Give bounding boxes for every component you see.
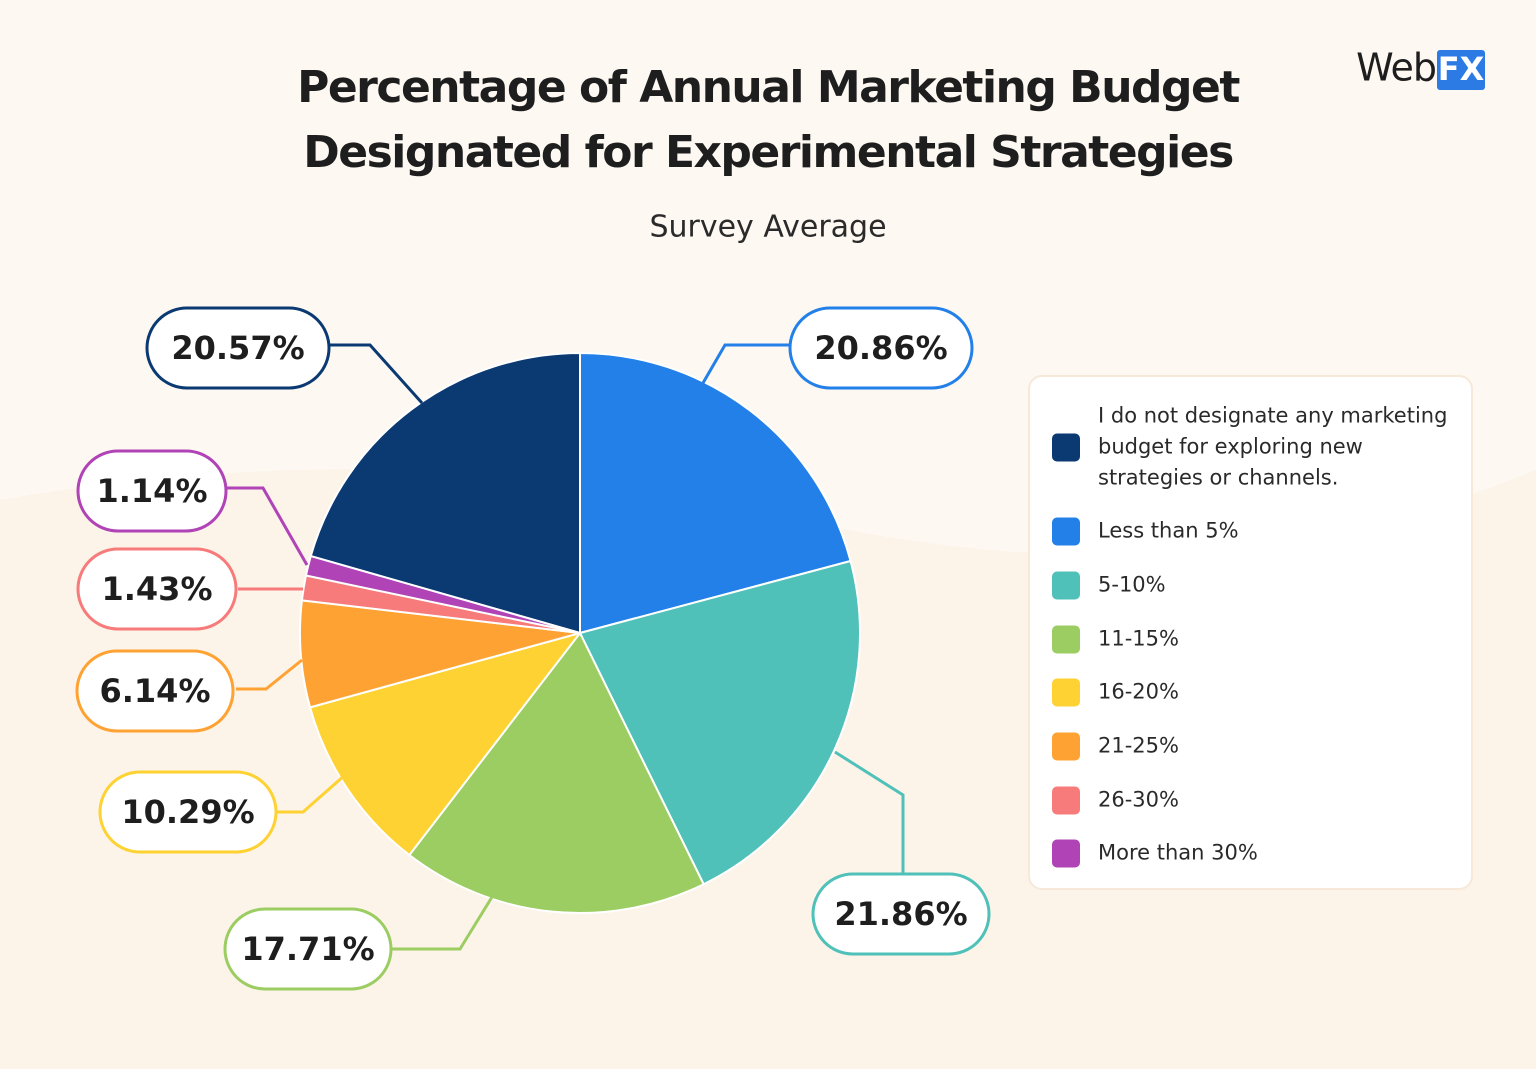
legend-swatch	[1052, 625, 1080, 653]
legend-label: I do not designate any marketing budget …	[1098, 403, 1448, 490]
legend-item: 16-20%	[1052, 677, 1452, 708]
legend-item: 26-30%	[1052, 785, 1452, 816]
data-label: 10.29%	[121, 793, 254, 831]
pie-slice	[304, 554, 581, 634]
legend-swatch	[1052, 678, 1080, 706]
legend-label: 21-25%	[1098, 733, 1179, 758]
chart-title: Percentage of Annual Marketing Budget	[297, 62, 1240, 113]
data-label: 17.71%	[241, 930, 374, 968]
legend-item: Less than 5%	[1052, 516, 1452, 547]
data-label: 20.57%	[171, 329, 304, 367]
legend-label: More than 30%	[1098, 840, 1258, 865]
legend-label: 16-20%	[1098, 679, 1179, 704]
label-box	[76, 449, 228, 533]
data-label: 20.86%	[814, 329, 947, 367]
legend-label: Less than 5%	[1098, 518, 1239, 543]
data-label: 1.43%	[101, 570, 212, 608]
legend-item: I do not designate any marketing budget …	[1052, 401, 1452, 494]
legend-swatch	[1052, 786, 1080, 814]
leader-line	[330, 343, 424, 405]
pie-slice	[578, 559, 861, 886]
legend-item: 11-15%	[1052, 624, 1452, 655]
pie-slice	[309, 351, 581, 635]
data-label: 21.86%	[834, 895, 967, 933]
pie-slice	[308, 631, 583, 857]
legend-label: 5-10%	[1098, 572, 1166, 597]
logo-text: FX	[1438, 50, 1485, 88]
data-label: 1.14%	[96, 472, 207, 510]
legend-swatch	[1052, 433, 1080, 461]
legend-swatch	[1052, 732, 1080, 760]
label-box	[788, 306, 974, 390]
legend-item: More than 30%	[1052, 838, 1452, 869]
label-box	[76, 547, 238, 631]
legend-swatch	[1052, 571, 1080, 599]
leader-line	[226, 486, 309, 566]
legend-item: 5-10%	[1052, 570, 1452, 601]
label-box	[145, 306, 331, 390]
legend-swatch	[1052, 839, 1080, 867]
legend: I do not designate any marketing budget …	[1028, 375, 1473, 890]
leader-line	[834, 750, 905, 873]
logo-text: Web	[1356, 46, 1436, 90]
data-label: 6.14%	[99, 672, 210, 710]
leader-line	[277, 773, 346, 814]
logo-box	[1437, 50, 1485, 90]
pie-slice	[579, 351, 852, 635]
label-box	[98, 770, 278, 854]
leader-line	[392, 896, 494, 951]
leader-line	[701, 343, 790, 384]
chart-subtitle: Survey Average	[649, 210, 886, 245]
legend-swatch	[1052, 517, 1080, 545]
label-box	[811, 872, 991, 956]
label-box	[223, 907, 393, 991]
pie-slice	[407, 631, 705, 914]
leader-line	[236, 658, 303, 691]
legend-label: 26-30%	[1098, 787, 1179, 812]
label-box	[75, 649, 235, 733]
legend-item: 21-25%	[1052, 731, 1452, 762]
legend-label: 11-15%	[1098, 626, 1179, 651]
chart-title: Designated for Experimental Strategies	[303, 127, 1233, 178]
